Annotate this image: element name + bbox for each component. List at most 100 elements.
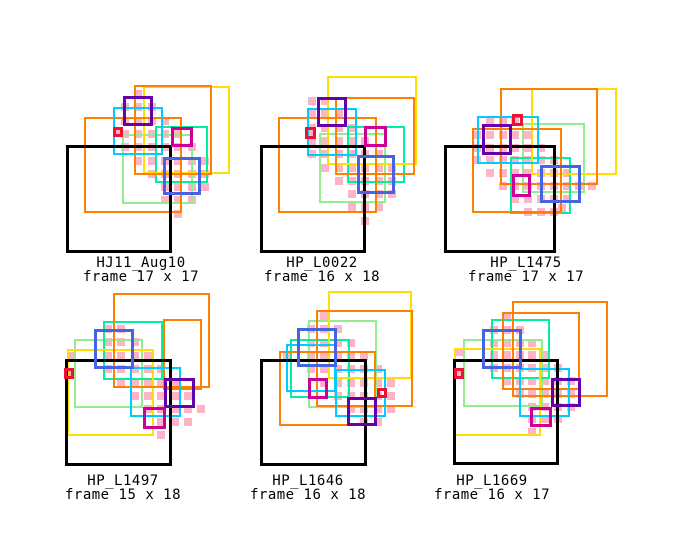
footprint-rect-red	[512, 114, 523, 126]
dither-cell	[334, 325, 342, 333]
dither-cell	[511, 195, 519, 203]
dither-cell	[307, 339, 315, 347]
dither-cell	[499, 118, 507, 126]
dither-cell	[347, 405, 355, 413]
dither-cell	[321, 97, 329, 105]
dither-cell	[308, 137, 316, 145]
dither-cell	[348, 124, 356, 132]
footprint-rect-spring	[510, 157, 571, 214]
footprint-rect-blue	[540, 165, 581, 203]
footprint-rect-orange	[502, 312, 580, 390]
footprint-rect-orange	[134, 85, 212, 175]
footprint-rect-black	[66, 145, 172, 253]
footprint-rect-red	[64, 368, 74, 379]
dither-cell	[503, 313, 511, 321]
footprint-rect-purple	[482, 124, 512, 155]
dither-cell	[524, 169, 532, 177]
dither-cell	[374, 418, 382, 426]
panel-label-5: HP_L1669 frame 16 x 17	[434, 474, 550, 502]
dither-cell	[456, 348, 464, 356]
footprint-rect-orange	[278, 117, 377, 213]
dither-cell	[144, 352, 152, 360]
dither-cell	[320, 312, 328, 320]
dither-cell	[117, 338, 125, 346]
dither-cell	[511, 131, 519, 139]
dither-cell	[503, 339, 511, 347]
dither-cell	[499, 156, 507, 164]
dither-cell	[171, 378, 179, 386]
footprint-rect-black	[260, 145, 366, 253]
dither-cell	[360, 352, 368, 360]
footprint-rect-orange	[84, 117, 182, 213]
dither-cell	[511, 144, 519, 152]
dither-cell	[335, 137, 343, 145]
panel-frame-size: frame 17 x 17	[467, 269, 585, 285]
dither-cell	[157, 392, 165, 400]
footprint-rect-green	[122, 134, 193, 204]
dither-cell	[490, 339, 498, 347]
dither-cell	[321, 124, 329, 132]
dither-cell	[134, 90, 142, 98]
footprint-rect-purple	[347, 397, 377, 426]
dither-cell	[320, 352, 328, 360]
dither-cell	[197, 405, 205, 413]
dither-cell	[307, 352, 315, 360]
dither-cell	[588, 182, 596, 190]
dither-cell	[308, 110, 316, 118]
dither-cell	[144, 365, 152, 373]
dither-cell	[174, 196, 182, 204]
dither-cell	[66, 370, 74, 378]
dither-cell	[320, 339, 328, 347]
dither-cell	[144, 392, 152, 400]
dither-cell	[131, 338, 139, 346]
dither-cell	[307, 130, 315, 138]
dither-cell	[144, 378, 152, 386]
dither-cell	[528, 339, 536, 347]
footprint-rect-green	[74, 339, 143, 408]
footprint-rect-orange	[163, 319, 202, 390]
panel-name: HP_L0022	[286, 255, 358, 271]
dither-cell	[347, 392, 355, 400]
footprint-rect-black	[260, 359, 367, 466]
footprint-rect-magenta	[308, 378, 328, 399]
dither-cell	[321, 164, 329, 172]
dither-cell	[117, 378, 125, 386]
dither-cell	[201, 183, 209, 191]
dither-cell	[511, 169, 519, 177]
panel-name: HP_L1669	[456, 473, 528, 489]
dither-cell	[387, 392, 395, 400]
dither-cell	[541, 390, 549, 398]
dither-cell	[104, 338, 112, 346]
panel-label-4: HP_L1646 frame 16 x 18	[250, 474, 366, 502]
footprint-rect-purple	[317, 97, 347, 127]
dither-cell	[375, 190, 383, 198]
dither-cell	[174, 183, 182, 191]
dither-cell	[307, 365, 315, 373]
dither-cell	[184, 392, 192, 400]
dither-cell	[375, 203, 383, 211]
dither-cell	[157, 431, 165, 439]
dither-cell	[528, 428, 536, 436]
dither-cell	[320, 365, 328, 373]
dither-cell	[161, 196, 169, 204]
dither-cell	[387, 405, 395, 413]
dither-cell	[537, 156, 545, 164]
dither-cell	[347, 352, 355, 360]
dither-cell	[171, 418, 179, 426]
footprint-rect-black	[65, 359, 172, 466]
dither-cell	[490, 351, 498, 359]
footprint-rect-cyan	[477, 116, 539, 164]
footprint-rect-cyan	[307, 108, 357, 156]
dither-cell	[524, 195, 532, 203]
dither-cell	[321, 137, 329, 145]
dither-cell	[528, 351, 536, 359]
dither-cell	[157, 418, 165, 426]
footprint-rect-blue	[357, 155, 395, 194]
panel-name: HP_L1497	[87, 473, 159, 489]
dither-cell	[567, 377, 575, 385]
dither-cell	[511, 118, 519, 126]
dither-cell	[375, 150, 383, 158]
dither-cell	[134, 157, 142, 165]
dither-cell	[117, 352, 125, 360]
dither-cell	[524, 156, 532, 164]
